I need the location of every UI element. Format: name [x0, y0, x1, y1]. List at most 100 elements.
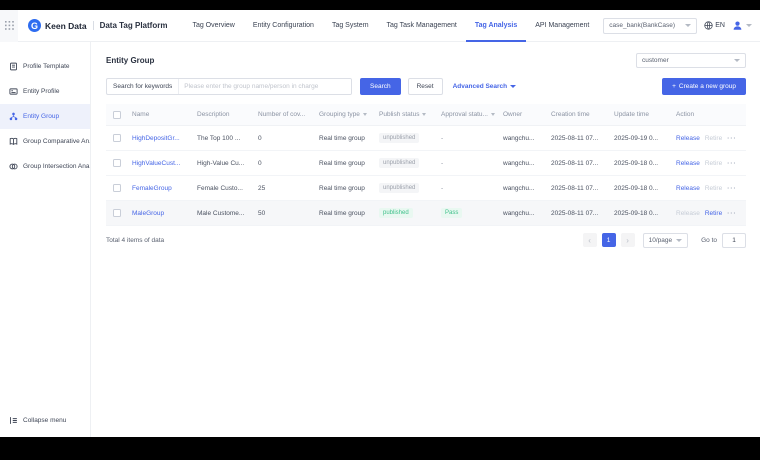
retire-action: Retire — [704, 159, 723, 167]
language-switcher[interactable]: EN — [704, 21, 725, 30]
search-input[interactable] — [178, 79, 351, 94]
brand: G Keen Data Data Tag Platform — [28, 19, 167, 32]
create-group-button[interactable]: + Create a new group — [662, 78, 746, 95]
release-action[interactable]: Release — [676, 134, 700, 142]
chevron-down-icon — [734, 59, 740, 62]
sidebar-item-entity-profile[interactable]: Entity Profile — [0, 79, 90, 104]
release-action[interactable]: Release — [676, 184, 700, 192]
sidebar-item-group-intersection-analysis[interactable]: Group Intersection Ana... — [0, 154, 90, 179]
col-header-publish-status[interactable]: Publish status — [379, 111, 441, 118]
page-size-select[interactable]: 10/page — [642, 232, 689, 248]
group-name-link[interactable]: HighDepositGr... — [132, 134, 180, 142]
advanced-search-toggle[interactable]: Advanced Search — [453, 83, 517, 90]
sidebar-item-label: Profile Template — [23, 63, 70, 70]
col-header-grouping-type[interactable]: Grouping type — [319, 111, 379, 118]
collapse-menu-label: Collapse menu — [23, 416, 67, 424]
page-number-button[interactable]: 1 — [601, 233, 616, 247]
next-page-button[interactable]: › — [620, 233, 635, 247]
nav-tab-api-management[interactable]: API Management — [535, 21, 590, 29]
sidebar-item-profile-template[interactable]: Profile Template — [0, 54, 90, 79]
entity-type-select[interactable]: customer — [636, 53, 746, 68]
update-time: 2025-09-18 0... — [614, 209, 659, 217]
nav-tab-tag-analysis[interactable]: Tag Analysis — [465, 10, 527, 42]
keen-data-logo-icon: G — [28, 19, 41, 32]
nav-tab-tag-overview[interactable]: Tag Overview — [192, 21, 235, 29]
platform-name: Data Tag Platform — [92, 21, 167, 30]
filter-icon — [422, 113, 427, 116]
goto-page-input[interactable] — [722, 232, 746, 248]
search-button[interactable]: Search — [360, 78, 401, 95]
avatar-icon — [733, 21, 742, 30]
main-nav: Tag Overview Entity Configuration Tag Sy… — [183, 10, 598, 42]
more-actions-icon[interactable]: ··· — [727, 159, 737, 167]
row-checkbox[interactable] — [113, 134, 121, 142]
release-action[interactable]: Release — [676, 159, 700, 167]
nav-tab-tag-task-management[interactable]: Tag Task Management — [386, 21, 457, 29]
owner: wangchu... — [503, 159, 535, 167]
entity-group-table: Name Description Number of cov... Groupi… — [106, 104, 746, 254]
more-actions-icon[interactable]: ··· — [727, 184, 737, 192]
brand-name: Keen Data — [45, 20, 87, 31]
sidebar: Profile Template Entity Profile Entity G… — [0, 42, 91, 437]
prev-page-button[interactable]: ‹ — [582, 233, 597, 247]
row-checkbox[interactable] — [113, 184, 121, 192]
select-all-checkbox[interactable] — [113, 110, 121, 119]
group-description: Female Custo... — [197, 184, 243, 192]
group-comparative-icon — [9, 137, 18, 146]
table-row: MaleGroup Male Custome... 50 Real time g… — [106, 201, 746, 226]
globe-icon — [704, 21, 713, 30]
update-time: 2025-09-18 0... — [614, 184, 659, 192]
reset-button[interactable]: Reset — [407, 78, 443, 95]
chevron-down-icon — [510, 85, 517, 88]
collapse-menu-button[interactable]: Collapse menu — [0, 410, 90, 430]
col-header-approval-status[interactable]: Approval statu... — [441, 111, 503, 118]
retire-action: Retire — [704, 184, 723, 192]
group-description: The Top 100 ... — [197, 134, 241, 142]
row-checkbox[interactable] — [113, 209, 121, 217]
group-name-link[interactable]: MaleGroup — [132, 209, 165, 217]
col-header-owner: Owner — [503, 111, 523, 118]
sidebar-item-label: Group Comparative An... — [23, 138, 90, 145]
retire-action[interactable]: Retire — [704, 209, 723, 217]
app-launcher-button[interactable] — [0, 10, 18, 42]
top-bar: G Keen Data Data Tag Platform Tag Overvi… — [0, 10, 760, 42]
group-description: Male Custome... — [197, 209, 245, 217]
grouping-type: Real time group — [319, 134, 365, 142]
user-menu[interactable] — [732, 20, 752, 31]
pagination: ‹ 1 › 10/page Go to — [582, 232, 746, 248]
group-name-link[interactable]: FemaleGroup — [132, 184, 172, 192]
entity-group-icon — [9, 112, 18, 121]
grid-icon — [4, 21, 14, 30]
plus-icon: + — [672, 83, 676, 90]
table-footer: Total 4 items of data ‹ 1 › 10/page Go t… — [106, 226, 746, 254]
workspace-select[interactable]: case_bank(BankCase) — [603, 17, 698, 34]
chevron-down-icon — [676, 238, 683, 242]
app-window: G Keen Data Data Tag Platform Tag Overvi… — [0, 10, 760, 437]
more-actions-icon[interactable]: ··· — [727, 134, 737, 142]
col-header-name: Name — [132, 111, 150, 118]
approval-status-badge: Pass — [441, 208, 463, 218]
more-actions-icon[interactable]: ··· — [727, 209, 737, 217]
sidebar-item-label: Entity Group — [23, 113, 60, 120]
approval-status: - — [441, 184, 444, 192]
grouping-type: Real time group — [319, 209, 365, 217]
retire-action: Retire — [704, 134, 723, 142]
coverage-number: 0 — [258, 159, 262, 167]
profile-template-icon — [10, 62, 17, 71]
total-count-text: Total 4 items of data — [106, 236, 165, 244]
row-checkbox[interactable] — [113, 159, 121, 167]
nav-tab-entity-configuration[interactable]: Entity Configuration — [252, 21, 314, 29]
sidebar-item-label: Entity Profile — [23, 88, 60, 95]
sidebar-item-group-comparative-analysis[interactable]: Group Comparative An... — [0, 129, 90, 154]
keyword-search-box: Search for keywords — [106, 78, 352, 95]
entity-type-select-value: customer — [642, 57, 669, 64]
create-group-label: Create a new group — [678, 83, 736, 90]
group-name-link[interactable]: HighValueCust... — [132, 159, 181, 167]
sidebar-item-entity-group[interactable]: Entity Group — [0, 104, 90, 129]
group-intersection-icon — [9, 163, 18, 170]
nav-tab-tag-system[interactable]: Tag System — [331, 21, 369, 29]
release-action: Release — [676, 209, 700, 217]
topbar-right: case_bank(BankCase) EN — [603, 17, 760, 34]
col-header-description: Description — [197, 111, 230, 118]
coverage-number: 50 — [258, 209, 266, 217]
